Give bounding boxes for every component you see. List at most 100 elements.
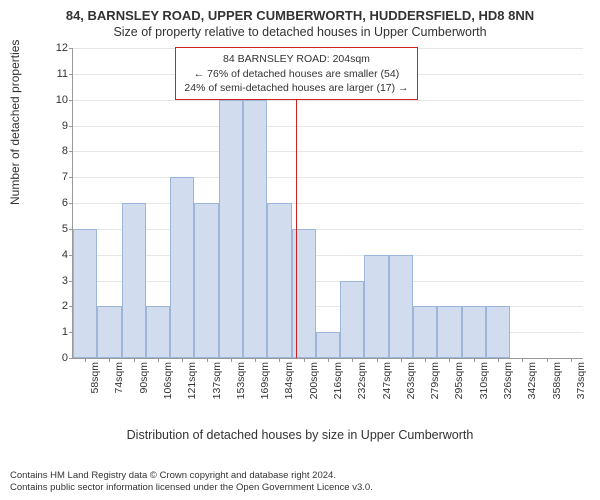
ytick-label: 12 <box>48 42 68 54</box>
histogram-bar <box>389 255 413 358</box>
ytick-label: 4 <box>48 249 68 261</box>
annotation-line: 84 BARNSLEY ROAD: 204sqm <box>184 52 408 66</box>
annotation-line: ← 76% of detached houses are smaller (54… <box>184 67 408 81</box>
ytick-label: 7 <box>48 171 68 183</box>
xtick-mark <box>547 358 548 362</box>
xtick-mark <box>207 358 208 362</box>
page-title-address: 84, BARNSLEY ROAD, UPPER CUMBERWORTH, HU… <box>0 0 600 23</box>
x-axis-label: Distribution of detached houses by size … <box>0 428 600 442</box>
histogram-bar <box>219 100 243 358</box>
ytick-mark <box>69 126 73 127</box>
xtick-mark <box>255 358 256 362</box>
xtick-mark <box>231 358 232 362</box>
xtick-label: 326sqm <box>502 362 514 399</box>
annotation-box: 84 BARNSLEY ROAD: 204sqm← 76% of detache… <box>175 47 417 100</box>
ytick-label: 9 <box>48 120 68 132</box>
gridline-h <box>73 151 583 152</box>
xtick-label: 106sqm <box>162 362 174 399</box>
xtick-label: 373sqm <box>575 362 587 399</box>
y-axis-label: Number of detached properties <box>8 40 22 205</box>
page-subtitle: Size of property relative to detached ho… <box>0 23 600 41</box>
ytick-label: 3 <box>48 275 68 287</box>
histogram-bar <box>267 203 291 358</box>
gridline-h <box>73 281 583 282</box>
xtick-label: 200sqm <box>308 362 320 399</box>
ytick-mark <box>69 74 73 75</box>
ytick-label: 11 <box>48 68 68 80</box>
histogram-bar <box>486 306 510 358</box>
annotation-line: 24% of semi-detached houses are larger (… <box>184 81 408 95</box>
ytick-mark <box>69 100 73 101</box>
xtick-label: 310sqm <box>478 362 490 399</box>
xtick-mark <box>377 358 378 362</box>
ytick-label: 6 <box>48 197 68 209</box>
histogram-bar <box>97 306 121 358</box>
gridline-h <box>73 229 583 230</box>
histogram-bar <box>364 255 388 358</box>
footer-line-1: Contains HM Land Registry data © Crown c… <box>10 470 590 482</box>
histogram-bar <box>194 203 218 358</box>
xtick-label: 58sqm <box>89 362 101 394</box>
histogram-bar <box>462 306 486 358</box>
xtick-label: 232sqm <box>356 362 368 399</box>
xtick-label: 74sqm <box>113 362 125 394</box>
xtick-mark <box>109 358 110 362</box>
histogram-bar <box>292 229 316 358</box>
xtick-label: 216sqm <box>332 362 344 399</box>
ytick-label: 5 <box>48 223 68 235</box>
xtick-mark <box>425 358 426 362</box>
xtick-label: 279sqm <box>429 362 441 399</box>
histogram-bar <box>73 229 97 358</box>
ytick-label: 8 <box>48 145 68 157</box>
chart-container: 012345678910111258sqm74sqm90sqm106sqm121… <box>42 48 582 418</box>
gridline-h <box>73 177 583 178</box>
xtick-label: 342sqm <box>526 362 538 399</box>
footer-line-2: Contains public sector information licen… <box>10 482 590 494</box>
gridline-h <box>73 203 583 204</box>
xtick-mark <box>474 358 475 362</box>
xtick-mark <box>182 358 183 362</box>
xtick-mark <box>352 358 353 362</box>
xtick-mark <box>85 358 86 362</box>
ytick-mark <box>69 358 73 359</box>
ytick-mark <box>69 151 73 152</box>
gridline-h <box>73 126 583 127</box>
histogram-bar <box>170 177 194 358</box>
xtick-label: 295sqm <box>453 362 465 399</box>
xtick-label: 247sqm <box>381 362 393 399</box>
histogram-bar <box>437 306 461 358</box>
ytick-mark <box>69 48 73 49</box>
footer-attribution: Contains HM Land Registry data © Crown c… <box>10 470 590 494</box>
xtick-mark <box>328 358 329 362</box>
histogram-bar <box>316 332 340 358</box>
plot-area: 012345678910111258sqm74sqm90sqm106sqm121… <box>72 48 583 359</box>
xtick-label: 184sqm <box>283 362 295 399</box>
xtick-label: 137sqm <box>211 362 223 399</box>
xtick-mark <box>498 358 499 362</box>
ytick-label: 10 <box>48 94 68 106</box>
xtick-label: 90sqm <box>138 362 150 394</box>
xtick-label: 121sqm <box>186 362 198 399</box>
histogram-bar <box>243 100 267 358</box>
xtick-mark <box>304 358 305 362</box>
histogram-bar <box>413 306 437 358</box>
xtick-label: 153sqm <box>235 362 247 399</box>
xtick-label: 169sqm <box>259 362 271 399</box>
xtick-label: 263sqm <box>405 362 417 399</box>
xtick-mark <box>522 358 523 362</box>
ytick-label: 1 <box>48 326 68 338</box>
ytick-mark <box>69 203 73 204</box>
histogram-bar <box>146 306 170 358</box>
xtick-mark <box>449 358 450 362</box>
ytick-label: 0 <box>48 352 68 364</box>
xtick-mark <box>279 358 280 362</box>
ytick-label: 2 <box>48 300 68 312</box>
xtick-label: 358sqm <box>551 362 563 399</box>
histogram-bar <box>122 203 146 358</box>
xtick-mark <box>134 358 135 362</box>
xtick-mark <box>158 358 159 362</box>
ytick-mark <box>69 177 73 178</box>
histogram-bar <box>340 281 364 359</box>
xtick-mark <box>571 358 572 362</box>
xtick-mark <box>401 358 402 362</box>
